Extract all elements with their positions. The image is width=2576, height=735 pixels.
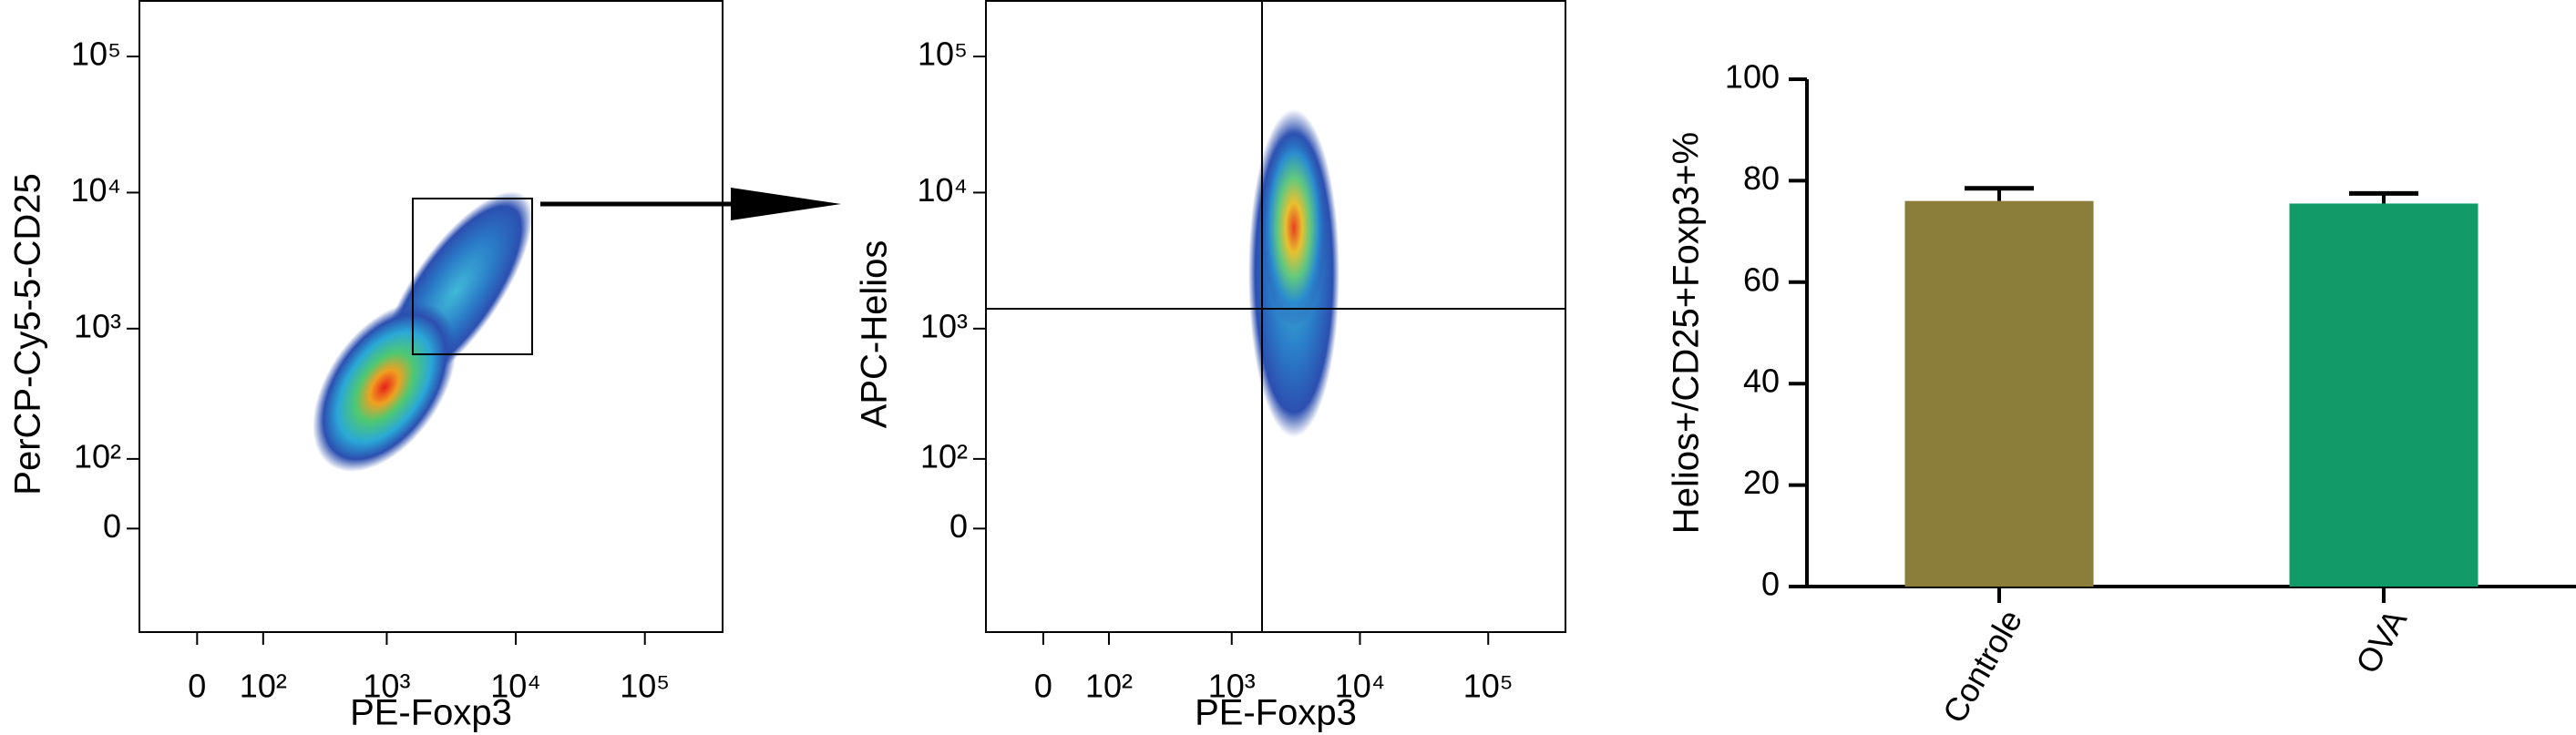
x-tick-label: 10⁵ bbox=[1463, 668, 1514, 705]
bar bbox=[1904, 200, 2094, 587]
x-tick-label: 10³ bbox=[1208, 668, 1256, 705]
y-tick-label: 10⁵ bbox=[918, 36, 968, 73]
y-tick-label: 10³ bbox=[74, 307, 121, 344]
y-axis-label: APC-Helios bbox=[855, 240, 895, 429]
y-tick-label: 0 bbox=[949, 507, 968, 545]
plot-frame bbox=[139, 0, 724, 633]
y-tick-label: 0 bbox=[103, 507, 121, 545]
density-cloud bbox=[1261, 128, 1327, 328]
y-axis-label: Helios+/CD25+Foxp3+% bbox=[1667, 132, 1707, 534]
y-tick-label: 10² bbox=[920, 437, 968, 475]
gate bbox=[412, 198, 533, 355]
y-tick-label: 10⁴ bbox=[917, 171, 968, 209]
plot-frame bbox=[985, 0, 1566, 633]
x-tick-label: 10⁵ bbox=[620, 668, 670, 705]
y-tick-label: 10³ bbox=[920, 307, 968, 344]
y-axis-label: PerCP-Cy5-5-CD25 bbox=[8, 173, 48, 495]
arrow-head bbox=[731, 188, 841, 220]
y-tick-label: 100 bbox=[1725, 58, 1780, 96]
x-tick-label: 0 bbox=[1034, 668, 1052, 705]
y-tick-label: 80 bbox=[1743, 159, 1780, 197]
x-tick-label: 10² bbox=[1085, 668, 1133, 705]
x-tick-label: OVA bbox=[2348, 603, 2414, 679]
x-tick-label: 0 bbox=[188, 668, 206, 705]
x-tick-label: 10⁴ bbox=[490, 668, 541, 705]
density-cloud bbox=[313, 301, 457, 473]
x-tick-label: 10² bbox=[240, 668, 287, 705]
y-tick-label: 20 bbox=[1743, 464, 1780, 501]
y-tick-label: 40 bbox=[1743, 362, 1780, 400]
x-axis-label: PE-Foxp3 bbox=[1195, 693, 1357, 733]
y-tick-label: 60 bbox=[1743, 260, 1780, 298]
x-axis-label: PE-Foxp3 bbox=[350, 693, 512, 733]
y-tick-label: 10² bbox=[74, 437, 121, 475]
y-tick-label: 10⁵ bbox=[71, 36, 121, 73]
x-tick-label: 10⁴ bbox=[1335, 668, 1386, 705]
y-tick-label: 10⁴ bbox=[70, 171, 121, 209]
x-tick-label: 10³ bbox=[363, 668, 410, 705]
bar bbox=[2289, 203, 2479, 587]
x-tick-label: Controle bbox=[1935, 603, 2030, 729]
y-tick-label: 0 bbox=[1761, 566, 1780, 603]
